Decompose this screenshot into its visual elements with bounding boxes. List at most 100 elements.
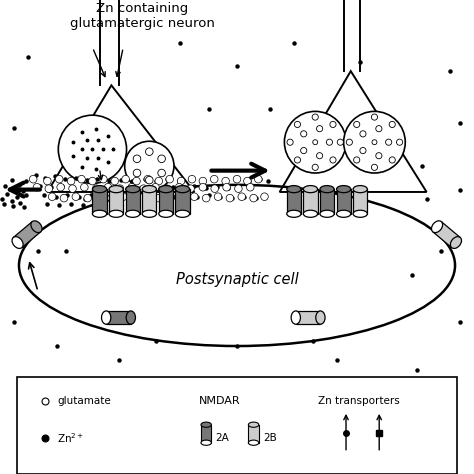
Circle shape (233, 175, 241, 183)
Circle shape (158, 155, 165, 163)
Circle shape (376, 153, 382, 159)
Circle shape (385, 139, 392, 146)
Circle shape (133, 155, 141, 163)
Circle shape (55, 175, 63, 183)
Circle shape (354, 157, 360, 163)
Ellipse shape (353, 186, 367, 193)
Circle shape (360, 147, 366, 154)
Circle shape (67, 177, 75, 185)
Ellipse shape (126, 311, 136, 324)
Circle shape (81, 183, 88, 191)
Ellipse shape (248, 422, 259, 428)
Ellipse shape (303, 186, 318, 193)
Ellipse shape (109, 186, 123, 193)
Circle shape (167, 193, 174, 201)
Circle shape (238, 193, 246, 201)
Circle shape (152, 183, 159, 191)
Circle shape (69, 185, 76, 192)
Circle shape (155, 194, 163, 202)
Circle shape (133, 169, 141, 177)
Ellipse shape (159, 210, 173, 218)
Ellipse shape (175, 186, 190, 193)
Circle shape (255, 175, 262, 183)
Circle shape (125, 141, 174, 191)
Circle shape (294, 157, 301, 163)
Ellipse shape (248, 440, 259, 446)
Circle shape (301, 147, 307, 154)
Circle shape (57, 183, 64, 191)
FancyBboxPatch shape (17, 377, 457, 474)
Text: 2B: 2B (263, 433, 277, 444)
Ellipse shape (126, 210, 140, 218)
Bar (106, 311, 131, 324)
Circle shape (104, 183, 112, 191)
Bar (320, 189, 334, 214)
Ellipse shape (287, 210, 301, 218)
Circle shape (250, 194, 257, 202)
Ellipse shape (159, 186, 173, 193)
Circle shape (29, 175, 37, 183)
Circle shape (389, 121, 395, 128)
Circle shape (223, 183, 230, 191)
Circle shape (179, 194, 186, 202)
Circle shape (344, 111, 405, 173)
Ellipse shape (450, 237, 462, 248)
Circle shape (191, 193, 198, 201)
Circle shape (330, 121, 336, 128)
Ellipse shape (201, 422, 211, 428)
Circle shape (44, 177, 51, 185)
Circle shape (294, 121, 301, 128)
Bar (296, 311, 320, 324)
Ellipse shape (303, 210, 318, 218)
Circle shape (317, 126, 323, 132)
Circle shape (163, 185, 171, 192)
Circle shape (177, 177, 185, 185)
Circle shape (244, 177, 251, 185)
Bar (248, 425, 259, 443)
Circle shape (337, 139, 343, 146)
Circle shape (78, 175, 85, 183)
Bar (13, 222, 41, 247)
Circle shape (146, 176, 153, 184)
Circle shape (371, 114, 378, 120)
Circle shape (246, 183, 254, 191)
Text: Postsynaptic cell: Postsynaptic cell (176, 272, 298, 287)
Circle shape (346, 139, 353, 146)
Circle shape (199, 183, 207, 191)
Ellipse shape (101, 311, 111, 324)
Ellipse shape (353, 210, 367, 218)
Ellipse shape (337, 186, 351, 193)
Circle shape (116, 185, 124, 192)
Circle shape (301, 131, 307, 137)
Circle shape (111, 177, 118, 185)
Circle shape (158, 169, 165, 177)
Text: NMDAR: NMDAR (199, 395, 241, 406)
Circle shape (396, 139, 403, 146)
Text: Zn containing
glutamatergic neuron: Zn containing glutamatergic neuron (70, 2, 215, 30)
Circle shape (166, 175, 173, 183)
Bar (353, 189, 367, 214)
Ellipse shape (109, 210, 123, 218)
Circle shape (140, 185, 147, 192)
Circle shape (222, 177, 229, 185)
Circle shape (354, 121, 360, 128)
Circle shape (360, 131, 366, 137)
Circle shape (146, 148, 153, 155)
Ellipse shape (142, 186, 156, 193)
Bar (287, 189, 301, 214)
Circle shape (261, 193, 268, 201)
Circle shape (199, 177, 207, 185)
Circle shape (372, 140, 377, 145)
Circle shape (58, 115, 127, 183)
Circle shape (211, 185, 219, 192)
Circle shape (235, 185, 242, 192)
Circle shape (60, 194, 68, 202)
Ellipse shape (92, 210, 107, 218)
Circle shape (72, 193, 80, 201)
Ellipse shape (142, 210, 156, 218)
Circle shape (371, 164, 378, 171)
Circle shape (202, 194, 210, 202)
Circle shape (144, 175, 152, 183)
Circle shape (155, 177, 163, 185)
Circle shape (84, 194, 91, 202)
